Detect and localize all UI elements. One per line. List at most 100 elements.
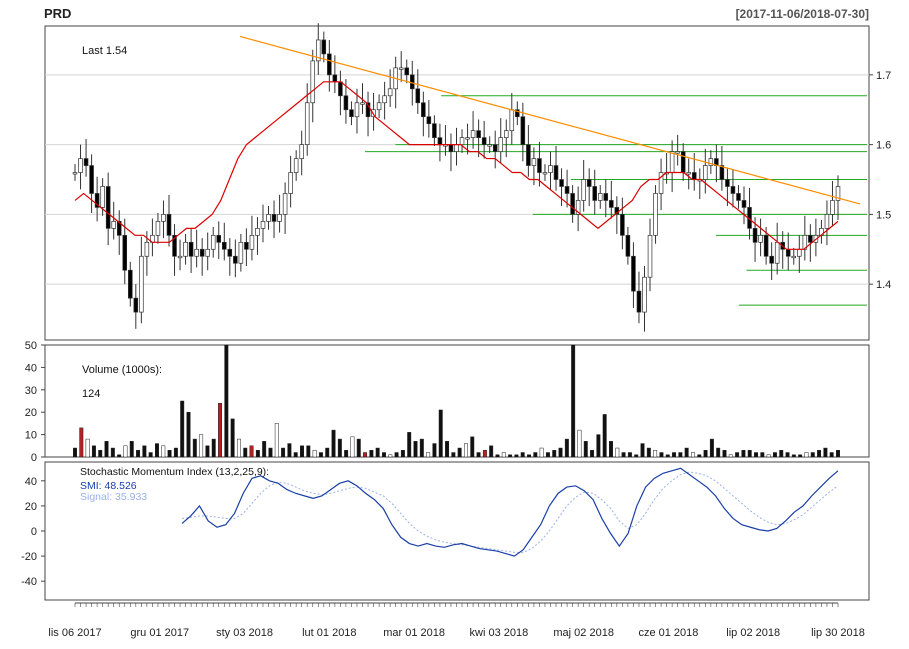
candle-body	[144, 241, 150, 257]
candle-body	[791, 255, 797, 259]
volume-bar	[337, 438, 342, 458]
candle-body	[680, 151, 686, 173]
volume-bar	[142, 445, 147, 458]
volume-bar	[230, 418, 235, 458]
candle-body	[222, 241, 227, 250]
volume-bar	[684, 447, 689, 458]
volume-bar	[577, 429, 582, 458]
x-tick-label: lip 02 2018	[726, 627, 780, 639]
volume-tick-label: 0	[31, 452, 37, 464]
volume-bar	[520, 452, 525, 458]
candle-body	[316, 39, 321, 62]
candle-body	[736, 193, 741, 201]
price-panel	[44, 25, 870, 341]
volume-bar	[438, 409, 443, 458]
candle-body	[647, 234, 653, 278]
candle-body	[421, 102, 426, 118]
indicator-title: Stochastic Momentum Index (13,2,25,9):	[80, 466, 269, 478]
candle-body	[166, 214, 172, 236]
candle-body	[238, 241, 244, 264]
indicator-panel	[44, 461, 870, 601]
candle-body	[89, 165, 94, 194]
volume-bar	[754, 452, 758, 458]
volume-bar	[766, 454, 771, 458]
candle-body	[515, 109, 520, 118]
volume-bar	[678, 452, 683, 458]
candle-body	[398, 67, 404, 70]
volume-bar	[741, 450, 746, 458]
volume-bar	[615, 447, 620, 458]
volume-bar	[634, 454, 639, 458]
volume-bar	[325, 447, 330, 458]
volume-bar	[747, 450, 752, 458]
symbol-title: PRD	[44, 6, 71, 21]
candle-body	[177, 255, 183, 259]
candle-body	[592, 186, 597, 201]
volume-bar	[627, 452, 632, 458]
volume-bar	[192, 438, 197, 458]
candle-body	[233, 255, 238, 264]
candle-body	[703, 165, 708, 180]
price-tick-label: 1.5	[876, 209, 891, 221]
x-tick-label: kwi 03 2018	[470, 627, 529, 639]
candle-body	[194, 248, 199, 257]
candle-body	[111, 221, 116, 229]
sma-line	[74, 81, 839, 250]
candle-body	[548, 165, 553, 173]
candle-body	[216, 234, 222, 243]
candle-body	[802, 234, 808, 250]
volume-bar	[621, 452, 626, 458]
date-range: [2017-11-06/2018-07-30]	[736, 7, 869, 21]
candle-body	[172, 234, 177, 257]
candle-body	[719, 165, 725, 180]
volume-bar	[602, 414, 607, 458]
candle-body	[288, 172, 293, 194]
volume-bar	[312, 450, 317, 458]
candle-body	[299, 144, 304, 159]
candle-body	[481, 137, 487, 145]
volume-bar	[545, 452, 550, 458]
candle-body	[564, 186, 570, 194]
volume-bar	[344, 450, 349, 458]
candle-body	[210, 234, 216, 250]
volume-bar	[382, 452, 386, 458]
candle-body	[432, 123, 437, 138]
volume-bar	[760, 452, 765, 458]
volume-bar	[236, 438, 241, 458]
volume-bar	[508, 454, 513, 458]
candle-body	[526, 144, 531, 166]
candle-body	[338, 81, 343, 97]
volume-bar	[552, 450, 557, 458]
volume-bar	[722, 450, 727, 458]
candle-body	[686, 172, 691, 175]
x-tick-label: maj 02 2018	[553, 627, 614, 639]
candle-body	[155, 221, 161, 236]
candle-body	[255, 228, 260, 236]
candle-body	[349, 109, 354, 118]
price-overlays	[74, 35, 861, 250]
x-tick-label: lis 06 2017	[48, 627, 101, 639]
volume-bar	[539, 447, 544, 458]
volume-bar	[148, 452, 153, 458]
volume-bar	[91, 445, 96, 458]
volume-bar	[136, 450, 141, 458]
volume-bar	[640, 443, 645, 458]
volume-bar	[274, 423, 279, 458]
candle-body	[409, 74, 415, 90]
volume-bar	[79, 427, 84, 458]
x-tick-label: mar 01 2018	[383, 627, 445, 639]
candle-body	[437, 137, 443, 145]
candle-body	[625, 234, 631, 257]
candle-body	[835, 186, 841, 201]
volume-bar	[804, 452, 809, 458]
candle-body	[669, 151, 675, 173]
candle-body	[382, 95, 387, 104]
indicator-tick-label: 40	[25, 476, 37, 488]
candle-body	[586, 179, 592, 187]
volume-bar	[167, 450, 172, 458]
signal-legend: Signal: 35.933	[80, 491, 147, 503]
indicator-axis: -40 -20 0 20 40	[21, 476, 45, 588]
volume-bar	[470, 436, 475, 458]
volume-bar	[98, 450, 103, 458]
